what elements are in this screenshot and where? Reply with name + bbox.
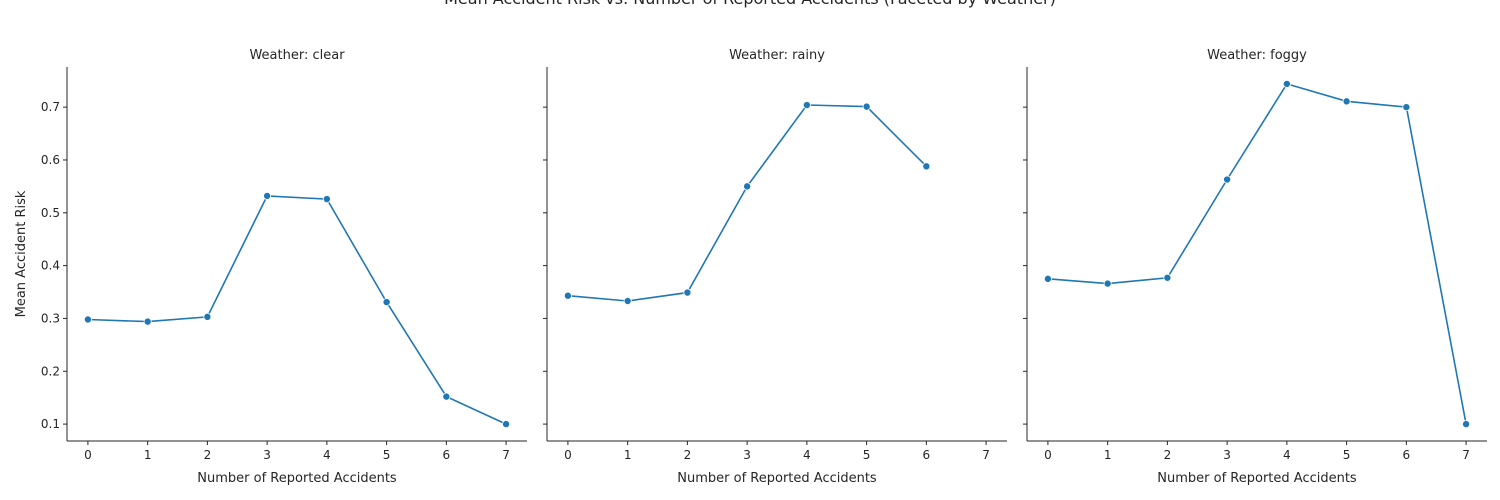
data-point xyxy=(322,195,331,204)
y-tick-label: 0.6 xyxy=(41,153,60,167)
data-point xyxy=(1043,274,1052,283)
data-point xyxy=(143,317,152,326)
x-axis-label: Number of Reported Accidents xyxy=(1157,471,1357,486)
x-tick-label: 6 xyxy=(443,448,451,462)
facet-panel-3: Weather: foggy 0 1 2 3 4 5 6 7 Number of Reported… xyxy=(1023,48,1487,486)
x-tick-label: 7 xyxy=(982,448,990,462)
x-tick-label: 0 xyxy=(1044,448,1052,462)
data-point xyxy=(1462,420,1471,429)
data-point xyxy=(83,315,92,324)
series-line xyxy=(567,104,927,302)
x-tick-label: 2 xyxy=(684,448,692,462)
y-tick-label: 0.1 xyxy=(41,417,60,431)
data-point xyxy=(1342,97,1351,106)
x-tick-label: 4 xyxy=(803,448,811,462)
facet-title: Weather: rainy xyxy=(729,48,825,63)
data-point xyxy=(1402,103,1411,112)
x-tick-label: 5 xyxy=(1343,448,1351,462)
x-tick-label: 4 xyxy=(323,448,331,462)
x-axis-label: Number of Reported Accidents xyxy=(677,471,877,486)
x-tick-label: 3 xyxy=(263,448,271,462)
chart-title: Mean Accident Risk vs. Number of Reporte… xyxy=(444,0,1056,8)
x-tick-label: 6 xyxy=(1403,448,1411,462)
facet-panel-2: Weather: rainy 0 1 2 3 4 5 6 7 Number of Reported… xyxy=(543,48,1007,486)
x-tick-label: 3 xyxy=(1223,448,1231,462)
facet-title: Weather: foggy xyxy=(1207,48,1307,63)
x-tick-label: 1 xyxy=(1104,448,1112,462)
data-point xyxy=(743,182,752,191)
data-point xyxy=(862,102,871,111)
x-tick-label: 4 xyxy=(1283,448,1291,462)
series-line xyxy=(87,195,507,425)
x-tick-label: 7 xyxy=(1462,448,1470,462)
x-tick-label: 2 xyxy=(1164,448,1172,462)
facet-panel-1: Weather: clear 0.1 0.2 0.3 0.4 0.5 0.6 0.7 0 1 2 3 4… xyxy=(14,48,527,486)
data-point xyxy=(382,298,391,307)
y-tick-label: 0.4 xyxy=(41,259,60,273)
x-tick-label: 6 xyxy=(923,448,931,462)
data-point xyxy=(1103,279,1112,288)
data-point xyxy=(563,291,572,300)
data-point xyxy=(802,101,811,110)
data-point xyxy=(922,162,931,171)
data-point xyxy=(502,420,511,429)
x-tick-label: 0 xyxy=(84,448,92,462)
series-line xyxy=(1047,82,1467,425)
x-tick-label: 2 xyxy=(204,448,212,462)
x-tick-label: 1 xyxy=(624,448,632,462)
data-point xyxy=(1163,273,1172,282)
x-axis-label: Number of Reported Accidents xyxy=(197,471,397,486)
y-tick-label: 0.7 xyxy=(41,100,60,114)
x-tick-label: 3 xyxy=(743,448,751,462)
x-tick-label: 1 xyxy=(144,448,152,462)
data-point xyxy=(623,297,632,306)
y-tick-label: 0.3 xyxy=(41,311,60,325)
y-tick-label: 0.2 xyxy=(41,364,60,378)
x-tick-label: 5 xyxy=(863,448,871,462)
y-tick-label: 0.5 xyxy=(41,206,60,220)
data-point xyxy=(1282,79,1291,88)
data-point xyxy=(203,312,212,321)
x-tick-label: 7 xyxy=(502,448,510,462)
y-axis-label: Mean Accident Risk xyxy=(14,190,29,317)
data-point xyxy=(442,392,451,401)
data-point xyxy=(683,288,692,297)
x-tick-label: 5 xyxy=(383,448,391,462)
x-tick-label: 0 xyxy=(564,448,572,462)
data-point xyxy=(263,191,272,200)
facet-title: Weather: clear xyxy=(249,48,345,63)
data-point xyxy=(1223,175,1232,184)
